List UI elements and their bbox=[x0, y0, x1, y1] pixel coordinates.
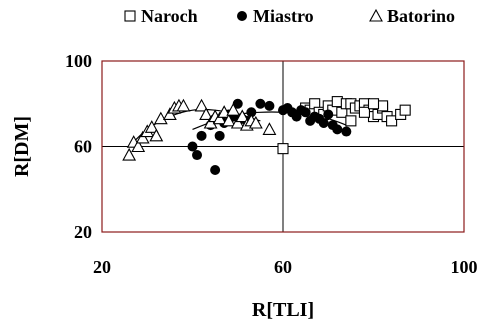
y-tick-label: 60 bbox=[74, 137, 92, 157]
data-points bbox=[122, 96, 411, 176]
y-tick-label: 20 bbox=[74, 222, 92, 242]
legend-label-naroch: Naroch bbox=[141, 6, 198, 26]
miastro-point bbox=[318, 117, 329, 128]
miastro-point bbox=[187, 141, 198, 152]
series-batorino bbox=[122, 98, 277, 161]
batorino-point bbox=[235, 109, 250, 123]
batorino-point bbox=[131, 139, 146, 153]
miastro-point bbox=[210, 165, 221, 176]
miastro-point bbox=[232, 98, 243, 109]
batorino-point bbox=[212, 111, 227, 125]
legend-marker-naroch bbox=[124, 10, 136, 22]
batorino-point bbox=[230, 115, 245, 129]
miastro-point bbox=[214, 130, 225, 141]
x-tick-label: 100 bbox=[451, 257, 478, 277]
naroch-point bbox=[399, 104, 411, 116]
naroch-point bbox=[358, 106, 371, 118]
plot-area-border bbox=[101, 60, 465, 233]
naroch-point bbox=[345, 115, 357, 127]
batorino-point bbox=[122, 147, 137, 161]
miastro-point bbox=[300, 107, 311, 118]
batorino-point bbox=[221, 113, 236, 127]
miastro-point bbox=[341, 126, 352, 137]
batorino-point bbox=[135, 130, 150, 144]
tick-labels: 20 60 100 20 60 100 bbox=[65, 51, 478, 277]
x-tick-label: 20 bbox=[93, 257, 111, 277]
batorino-point bbox=[144, 120, 159, 133]
miastro-point bbox=[192, 150, 203, 161]
batorino-point bbox=[226, 103, 241, 116]
x-axis-label: R[TLI] bbox=[252, 299, 314, 321]
miastro-point bbox=[264, 100, 275, 111]
batorino-point bbox=[194, 98, 209, 112]
batorino-point bbox=[153, 111, 168, 125]
naroch-point bbox=[331, 96, 343, 108]
batorino-point bbox=[162, 107, 177, 120]
legend-marker-batorino bbox=[369, 8, 383, 22]
batorino-point bbox=[199, 107, 214, 120]
legend-label-batorino: Batorino bbox=[387, 6, 455, 26]
x-tick-label: 60 bbox=[274, 257, 292, 277]
naroch-point bbox=[277, 143, 289, 155]
miastro-point bbox=[255, 98, 266, 109]
naroch-point bbox=[367, 98, 380, 110]
series-naroch bbox=[277, 96, 411, 155]
batorino-point bbox=[248, 115, 263, 129]
miastro-point bbox=[323, 109, 334, 120]
naroch-point bbox=[386, 115, 398, 127]
y-axis-label: R[DM] bbox=[11, 116, 33, 177]
batorino-point bbox=[149, 128, 164, 142]
miastro-point bbox=[196, 130, 207, 141]
y-tick-label: 100 bbox=[65, 51, 92, 71]
legend: Naroch Miastro Batorino bbox=[124, 6, 455, 26]
batorino-point bbox=[176, 98, 191, 112]
batorino-point bbox=[203, 115, 218, 129]
miastro-point bbox=[246, 107, 257, 118]
miastro-point bbox=[332, 124, 343, 135]
batorino-point bbox=[262, 122, 277, 135]
legend-label-miastro: Miastro bbox=[253, 6, 314, 26]
legend-marker-miastro bbox=[237, 11, 247, 21]
